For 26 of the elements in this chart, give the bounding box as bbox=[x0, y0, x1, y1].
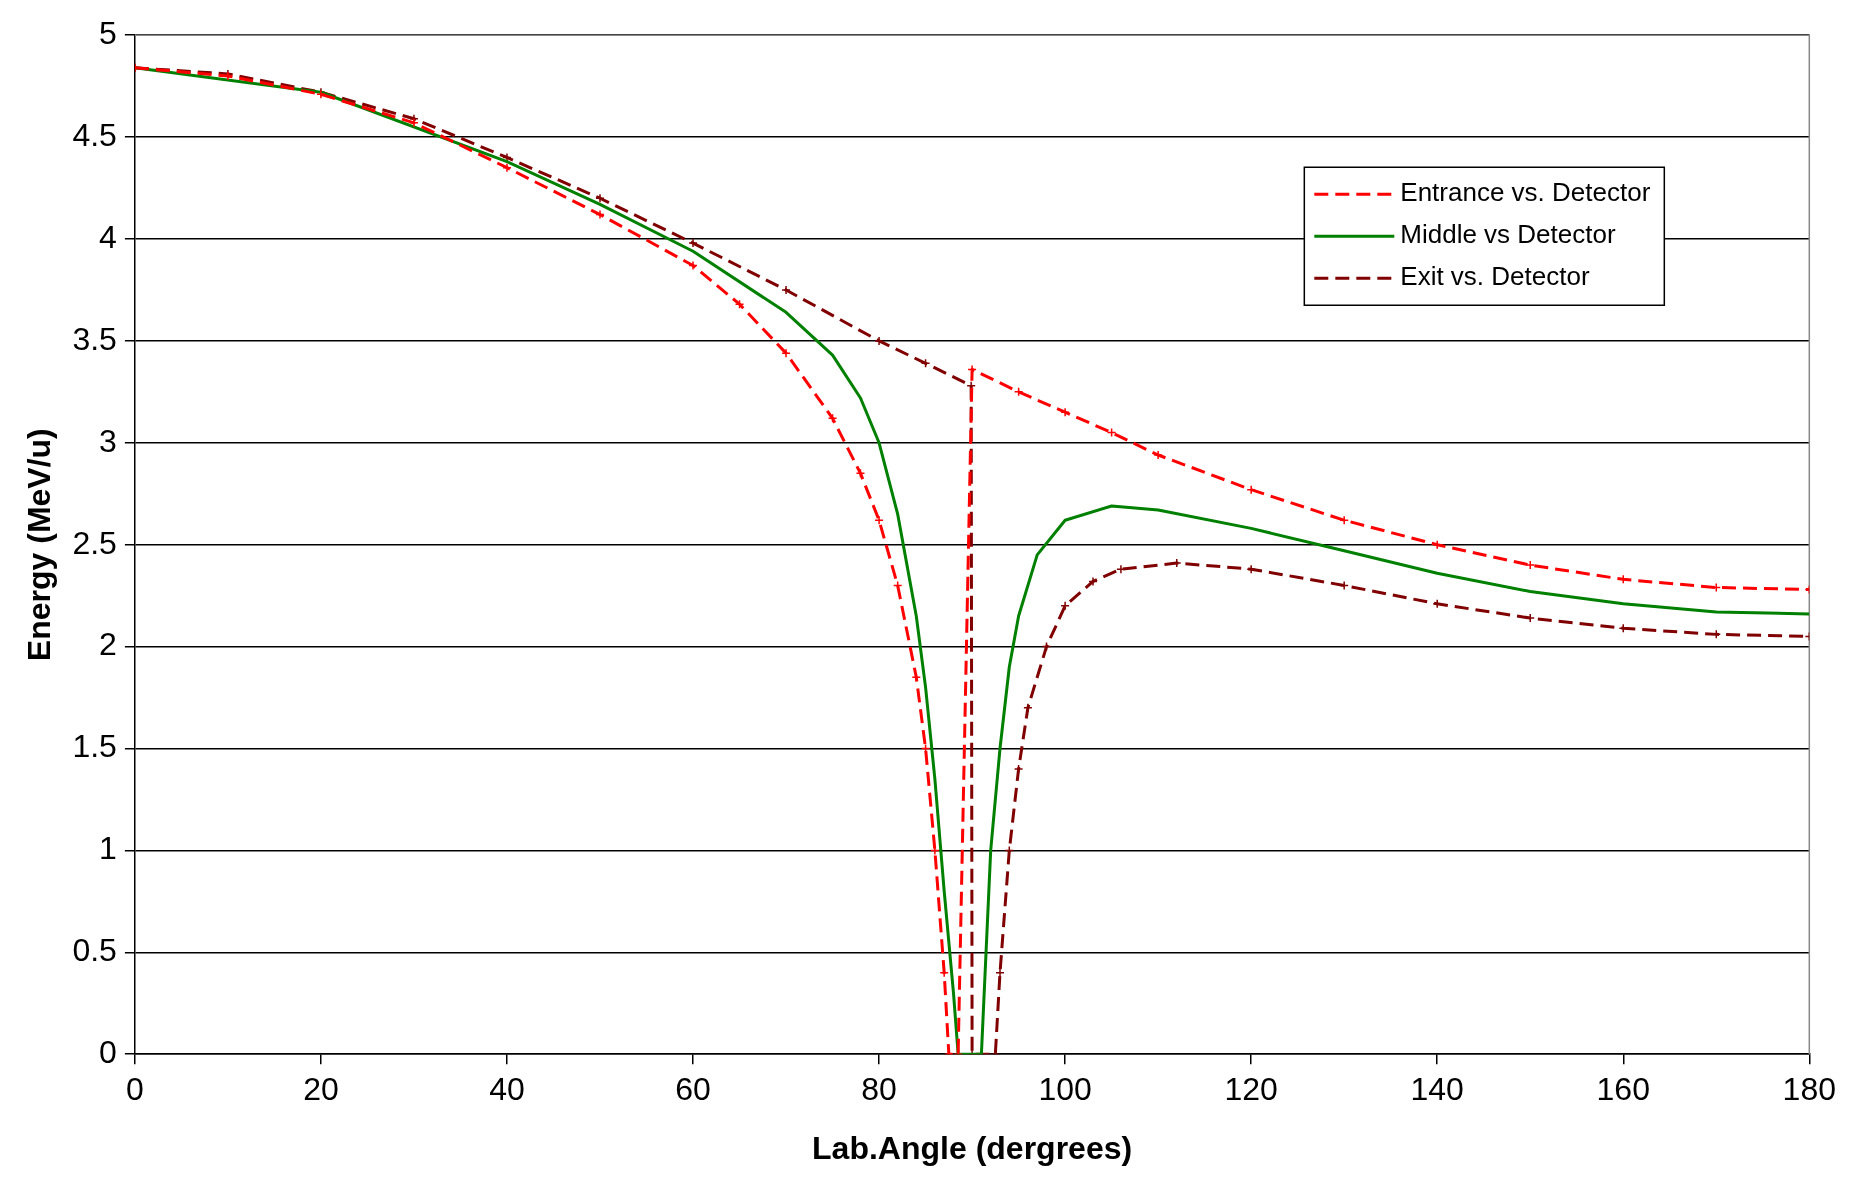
y-tick-label: 2.5 bbox=[72, 524, 117, 561]
y-tick-label: 4 bbox=[99, 218, 117, 255]
y-tick-label: 1.5 bbox=[72, 728, 117, 765]
x-tick-label: 140 bbox=[1410, 1071, 1464, 1108]
y-tick-label: 1 bbox=[99, 830, 117, 867]
legend-label: Exit vs. Detector bbox=[1400, 261, 1590, 292]
x-tick-label: 80 bbox=[861, 1071, 897, 1108]
x-tick-label: 0 bbox=[125, 1071, 144, 1108]
y-tick-label: 3 bbox=[99, 422, 117, 459]
y-tick-label: 0 bbox=[99, 1034, 117, 1071]
x-tick-label: 160 bbox=[1596, 1071, 1650, 1108]
x-tick-label: 120 bbox=[1224, 1071, 1278, 1108]
y-tick-label: 4.5 bbox=[72, 116, 117, 153]
y-axis-title: Energy (MeV/u) bbox=[21, 428, 58, 662]
x-tick-label: 60 bbox=[675, 1071, 711, 1108]
y-tick-label: 5 bbox=[99, 15, 117, 52]
legend-label: Entrance vs. Detector bbox=[1400, 177, 1651, 208]
x-tick-label: 20 bbox=[303, 1071, 339, 1108]
legend-label: Middle vs Detector bbox=[1400, 219, 1616, 250]
y-tick-label: 0.5 bbox=[72, 932, 117, 969]
x-tick-label: 40 bbox=[489, 1071, 525, 1108]
y-tick-label: 3.5 bbox=[72, 320, 117, 357]
x-tick-label: 180 bbox=[1782, 1071, 1836, 1108]
x-tick-label: 100 bbox=[1038, 1071, 1092, 1108]
y-tick-label: 2 bbox=[99, 626, 117, 663]
x-axis-title: Lab.Angle (dergrees) bbox=[812, 1129, 1133, 1166]
